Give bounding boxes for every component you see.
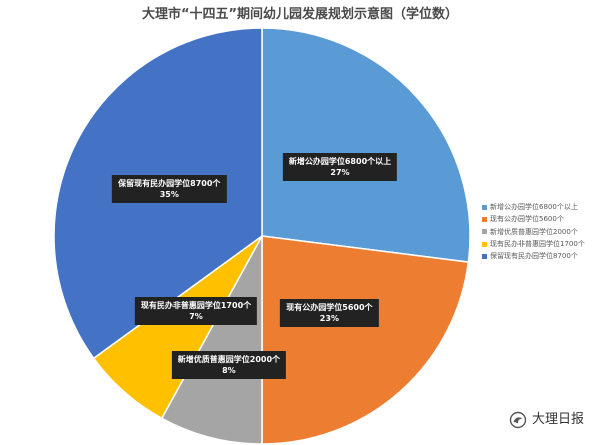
legend-marker [482,204,487,210]
data-label-1: 新增公办园学位6800个以上 27% [282,153,398,182]
data-label-category: 现有公办园学位5600个 [286,302,373,312]
chart-title: 大理市“十四五”期间幼儿园发展规划示意图（学位数） [141,7,459,22]
data-label-category: 新增优质普惠园学位2000个 [177,354,281,364]
data-label-5: 保留现有民办园学位8700个 35% [112,174,227,203]
legend-label: 现有民办非普惠园学位1700个 [490,240,585,249]
legend-item-1: 新增公办园学位6800个以上 [482,201,585,213]
legend-label: 保留现有民办园学位8700个 [490,252,578,261]
data-label-percent: 27% [330,168,350,178]
legend-marker [482,253,487,259]
data-label-percent: 7% [189,311,203,321]
pie-slice-3 [160,235,263,445]
data-label-2: 现有公办园学位5600个 23% [280,298,379,327]
watermark: 大理日报 [509,410,584,430]
data-label-4: 现有民办非普惠园学位1700个 7% [134,296,258,325]
pie-slice-2 [261,235,470,445]
data-label-percent: 35% [159,189,179,199]
legend-item-4: 现有民办非普惠园学位1700个 [482,238,585,250]
data-label-category: 保留现有民办园学位8700个 [118,178,221,188]
data-label-percent: 8% [222,365,236,375]
data-label-category: 新增公办园学位6800个以上 [288,157,392,167]
legend: 新增公办园学位6800个以上 现有公办园学位5600个新增优质普惠园学位2000个… [482,201,585,262]
legend-item-3: 新增优质普惠园学位2000个 [482,226,585,238]
legend-marker [482,216,487,222]
legend-marker [482,241,487,247]
pie-slice-1 [261,27,471,263]
legend-item-2: 现有公办园学位5600个 [482,213,585,225]
legend-label: 现有公办园学位5600个 [490,215,564,224]
data-label-percent: 23% [319,313,339,323]
data-label-category: 现有民办非普惠园学位1700个 [140,300,252,310]
legend-marker [482,229,487,235]
logo-icon [509,411,527,429]
legend-item-5: 保留现有民办园学位8700个 [482,250,585,262]
data-label-3: 新增优质普惠园学位2000个 8% [171,350,287,379]
legend-label: 新增优质普惠园学位2000个 [490,227,578,236]
watermark-text: 大理日报 [532,412,585,427]
legend-label: 新增公办园学位6800个以上 [490,203,578,212]
